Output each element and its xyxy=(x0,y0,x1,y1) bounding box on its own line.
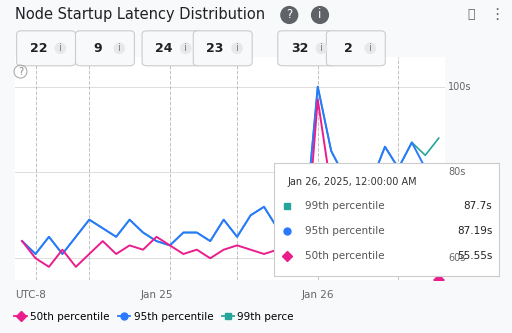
Text: 23: 23 xyxy=(206,42,224,55)
Text: ?: ? xyxy=(18,67,23,77)
Text: 50th percentile: 50th percentile xyxy=(306,251,385,261)
Text: UTC-8: UTC-8 xyxy=(15,290,46,300)
Text: 87.7s: 87.7s xyxy=(464,201,493,211)
Text: Jan 26: Jan 26 xyxy=(302,290,334,300)
Text: ⫶: ⫶ xyxy=(467,8,475,22)
Text: i: i xyxy=(236,43,239,53)
Text: ⋮: ⋮ xyxy=(489,7,504,23)
Text: ?: ? xyxy=(286,8,292,22)
Text: 55.55s: 55.55s xyxy=(457,251,493,261)
Text: i: i xyxy=(318,8,322,22)
Text: Node Startup Latency Distribution: Node Startup Latency Distribution xyxy=(15,7,266,23)
Text: i: i xyxy=(59,43,62,53)
Text: 2: 2 xyxy=(344,42,353,55)
Text: 80s: 80s xyxy=(448,167,465,177)
Text: Jan 25: Jan 25 xyxy=(140,290,173,300)
Text: 9: 9 xyxy=(93,42,101,55)
Text: 24: 24 xyxy=(155,42,173,55)
Text: 60s: 60s xyxy=(448,253,465,263)
Text: i: i xyxy=(118,43,121,53)
Text: i: i xyxy=(184,43,187,53)
Legend: 50th percentile, 95th percentile, 99th perce: 50th percentile, 95th percentile, 99th p… xyxy=(10,308,298,326)
Text: 100s: 100s xyxy=(448,82,472,92)
Text: 32: 32 xyxy=(291,42,308,55)
Text: 95th percentile: 95th percentile xyxy=(306,226,385,236)
Text: 87.19s: 87.19s xyxy=(457,226,493,236)
Text: i: i xyxy=(320,43,323,53)
Text: 99th percentile: 99th percentile xyxy=(306,201,385,211)
Text: i: i xyxy=(369,43,372,53)
Text: Jan 26, 2025, 12:00:00 AM: Jan 26, 2025, 12:00:00 AM xyxy=(287,177,417,187)
Text: 22: 22 xyxy=(30,42,47,55)
